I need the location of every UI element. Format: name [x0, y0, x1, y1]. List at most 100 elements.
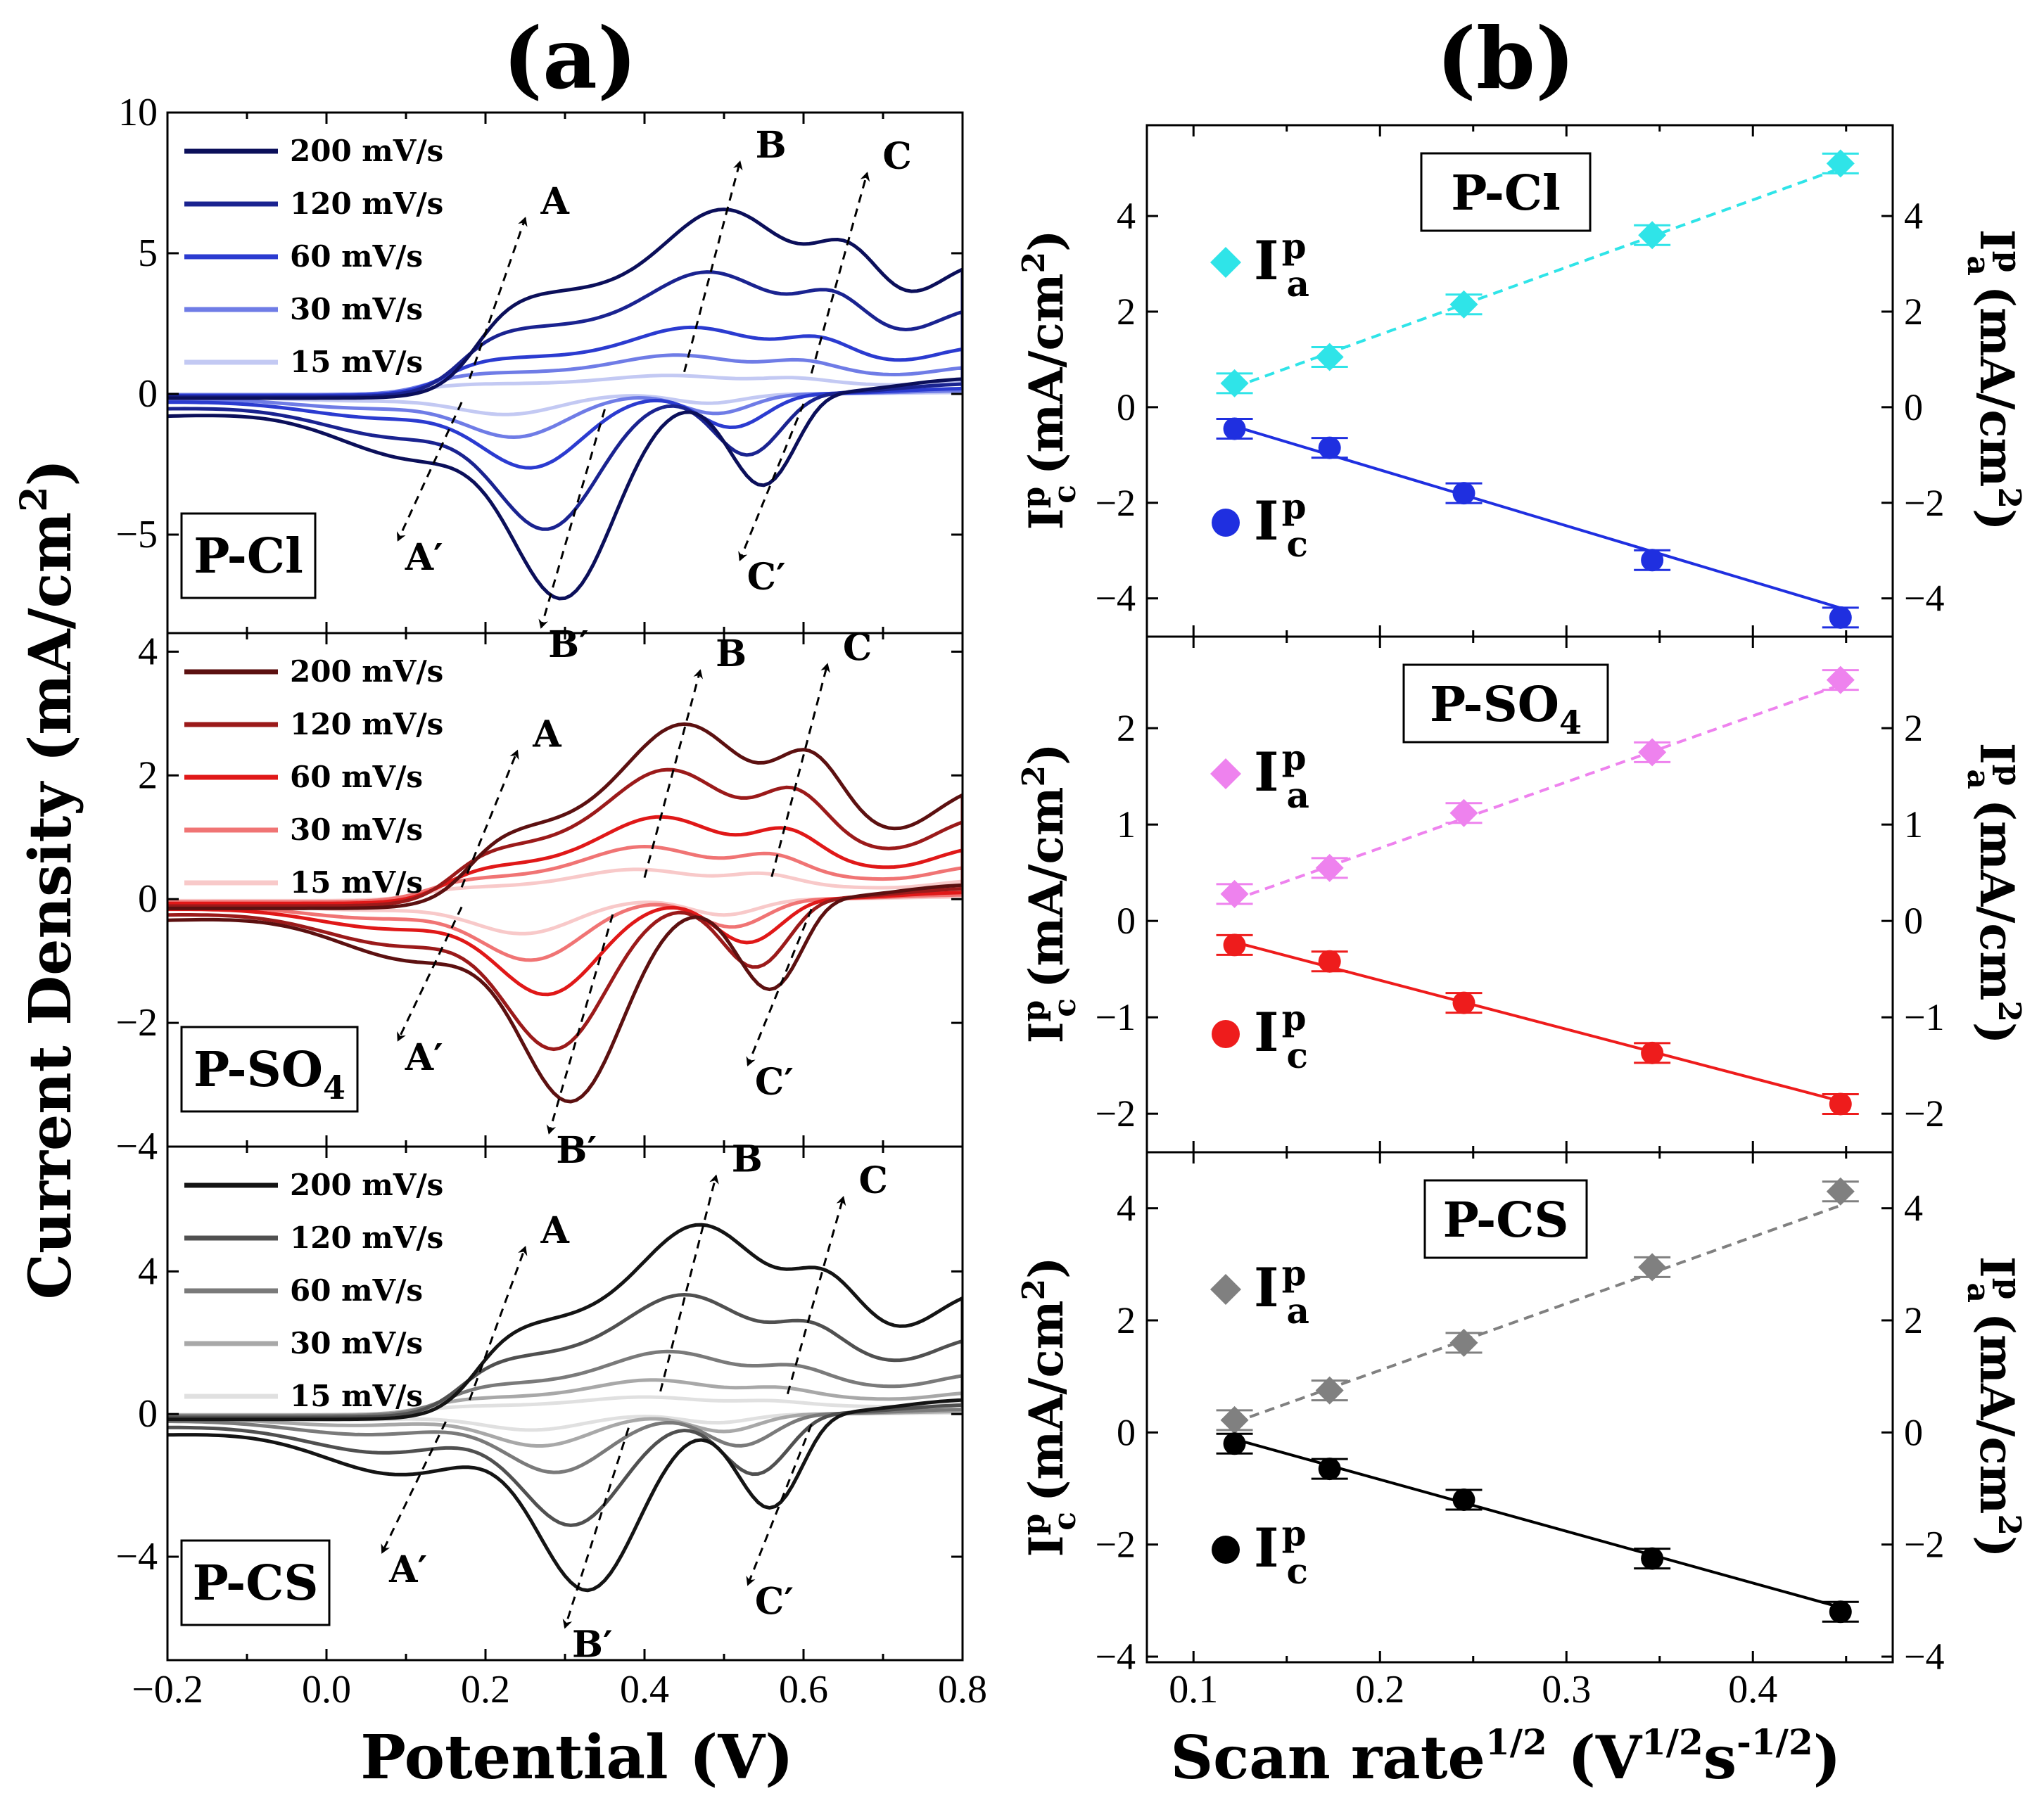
ip-y-tick-label-left: 0 [1117, 386, 1136, 428]
ip-legend-sub: a [1287, 774, 1309, 816]
ip-legend-anodic-marker [1210, 1274, 1241, 1305]
cv-peak-label-A': A′ [388, 1548, 427, 1591]
cv-title-main: P-SO [193, 1042, 323, 1098]
ip-legend-I: I [1254, 1256, 1279, 1319]
ip-y-tick-label-right: −2 [1904, 1524, 1944, 1566]
cv-peak-label-C: C [843, 626, 872, 669]
ip-title-main: P-Cl [1451, 165, 1561, 222]
panel-a-xlabel: Potential (V) [360, 1722, 794, 1793]
ip-cathodic-point [1641, 549, 1664, 572]
ip-y-tick-label-right: −2 [1904, 482, 1944, 524]
cv-curve-P-Cl-120mVs [167, 270, 963, 531]
ip-y-tick-label-right: −4 [1904, 578, 1944, 620]
ip-ylabel-close: ) [1019, 230, 1074, 252]
cv-peak-label-C: C [859, 1159, 888, 1202]
ip-ylabel-sub: a [1960, 255, 1996, 276]
ip-legend-I: I [1254, 1517, 1279, 1579]
ip-y-tick-label-left: 2 [1117, 707, 1136, 749]
ip-y-tick-label-right: 2 [1904, 707, 1923, 749]
cv-peak-arrow-B [643, 669, 704, 878]
ip-y-tick-label-left: 4 [1117, 1187, 1136, 1230]
cv-peak-label-B: B [732, 1138, 763, 1181]
ip-ylabel-sup: p [1991, 251, 2027, 273]
panel-b-xlabel-unit-open: (V [1547, 1723, 1643, 1792]
cv-y-tick-label: 4 [138, 630, 158, 673]
ip-legend-cathodic-marker [1212, 1536, 1240, 1564]
ip-legend-anodic-marker [1210, 247, 1241, 278]
ip-cathodic-point [1829, 606, 1852, 629]
ip-ylabel-I: I [1019, 1535, 1074, 1557]
cv-legend-label: 30 mV/s [290, 1326, 423, 1360]
cv-y-tick-label: 4 [138, 1249, 158, 1293]
cv-peak-label-B: B [756, 124, 787, 167]
cv-peak-label-C': C′ [747, 556, 786, 599]
ip-y-tick-label-left: −4 [1096, 1636, 1136, 1678]
ip-legend-I: I [1254, 490, 1279, 552]
cv-peak-arrow-C' [738, 403, 805, 561]
cv-legend-label: 15 mV/s [290, 345, 423, 379]
ip-ylabel-sup2: 2 [1991, 487, 2027, 509]
ip-y-tick-label-left: 2 [1117, 1299, 1136, 1341]
ip-title-box [1402, 663, 1609, 744]
panel-a-ylabel-text: Current Density (mA/cm [17, 512, 84, 1300]
cv-peak-arrow-C [810, 172, 870, 374]
panel-b-xlabel-unit-close: ) [1813, 1723, 1841, 1792]
ip-y-tick-label-left: −2 [1096, 482, 1136, 524]
ip-y-tick-label-right: 1 [1904, 803, 1923, 846]
panel-a-ylabel-close: ) [17, 459, 84, 487]
ip-x-tick-label: 0.3 [1542, 1668, 1591, 1711]
ip-ylabel-I: I [1019, 1021, 1074, 1043]
cv-title-P-CS: P-CS [193, 1555, 319, 1612]
ip-y-tick-label-left: 1 [1117, 803, 1136, 846]
ip-anodic-point [1220, 879, 1249, 908]
cv-peak-label-C': C′ [755, 1581, 794, 1624]
ip-ylabel-close: ) [1969, 509, 2024, 530]
cv-subplot-P-CS: 4 0 −4 200 mV/s 120 mV/s 60 mV/s 30 mV/s 15 mV/… [115, 1138, 964, 1666]
ip-cathodic-point [1452, 1488, 1475, 1511]
cv-y-tick-label: 0 [138, 877, 158, 921]
cv-peak-arrow-B [683, 160, 743, 373]
ip-x-tick-labels: 0.1 0.2 0.3 0.4 [1169, 1668, 1777, 1711]
ip-cathodic-point [1318, 436, 1341, 459]
ip-legend-sup: p [1282, 485, 1307, 527]
ip-legend-sub: c [1287, 523, 1308, 565]
cv-peak-label-B': B′ [556, 1129, 597, 1172]
ip-ylabel-sup: p [1991, 765, 2027, 786]
ip-ylabel-unit: (mA/cm [1019, 787, 1074, 988]
ip-anodic-point [1449, 798, 1478, 827]
cv-peak-label-A: A [540, 1209, 570, 1252]
ip-ylabel-sub: a [1960, 1282, 1996, 1303]
ip-anodic-point [1638, 738, 1667, 767]
ip-ylabel-sup2: 2 [1016, 252, 1052, 274]
ip-anodic-point [1315, 343, 1344, 371]
ip-y-tick-label-right: −4 [1904, 1636, 1944, 1678]
panel-b-xlabel-unit-sup2: -1/2 [1737, 1721, 1813, 1763]
cv-curve-P-SO4-120mVs [167, 767, 963, 1052]
cv-peak-arrow-A [468, 217, 528, 379]
ip-anodic-point [1826, 665, 1855, 694]
ip-y-tick-label-right: 4 [1904, 195, 1923, 237]
ip-y-tick-label-right: 0 [1904, 1411, 1923, 1453]
cv-legend-label: 60 mV/s [290, 1273, 423, 1308]
ip-y-tick-label-right: 0 [1904, 386, 1923, 428]
cv-peak-label-B': B′ [548, 623, 589, 666]
ip-cathodic-point [1452, 991, 1475, 1014]
ip-cathodic-point [1318, 1458, 1341, 1481]
panel-b-xlabel-main: Scan rate [1171, 1723, 1485, 1792]
cv-legend-label: 120 mV/s [290, 186, 443, 221]
ip-anodic-fit-line [1233, 1204, 1841, 1424]
ip-anodic-point [1638, 1253, 1667, 1282]
cv-legend-label: 60 mV/s [290, 760, 423, 794]
ip-legend-sub: c [1287, 1035, 1308, 1076]
ip-legend-cathodic-label: Ip c [1254, 1512, 1308, 1592]
cv-peak-arrow-A' [397, 906, 463, 1042]
ip-y-tick-label-left: 0 [1117, 900, 1136, 942]
cv-x-tick-label: 0.8 [938, 1668, 987, 1711]
cv-curve-P-CS-120mVs [167, 1292, 963, 1527]
cv-y-tick-label: 0 [138, 1392, 158, 1436]
cv-y-tick-label: −5 [115, 513, 158, 556]
